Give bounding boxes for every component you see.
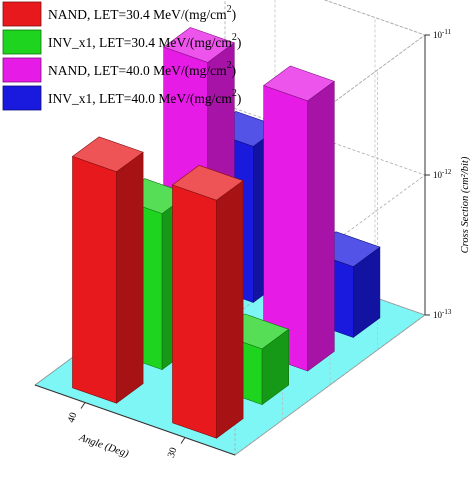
bar-series-2-cat-1 xyxy=(263,65,335,372)
z-tick-label-2: 10-13 xyxy=(433,308,452,320)
z-axis-label: Cross Section (cm²/bit) xyxy=(460,156,471,253)
bar-front-face xyxy=(172,184,217,439)
legend-swatch-2 xyxy=(2,57,42,83)
legend-entry-3: INV_x1, LET=40.0 MeV/(mg/cm2) xyxy=(2,85,241,111)
x-tick-label-0: 40 xyxy=(66,411,80,424)
x-tick-label-1: 30 xyxy=(166,446,180,459)
legend-label-0: NAND, LET=30.4 MeV/(mg/cm2) xyxy=(48,4,236,22)
legend-label-1: INV_x1, LET=30.4 MeV/(mg/cm2) xyxy=(48,32,241,50)
legend-label-3: INV_x1, LET=40.0 MeV/(mg/cm2) xyxy=(48,88,241,106)
x-tick-mark-0 xyxy=(80,402,86,409)
x-tick-mark-1 xyxy=(180,437,186,444)
bar-top-face xyxy=(71,136,144,173)
legend-entry-2: NAND, LET=40.0 MeV/(mg/cm2) xyxy=(2,57,236,83)
bar-side-face xyxy=(116,151,144,404)
legend-entry-0: NAND, LET=30.4 MeV/(mg/cm2) xyxy=(2,1,236,27)
bar-series-0-cat-1 xyxy=(171,164,244,439)
z-tick-label-0: 10-11 xyxy=(433,28,452,40)
x-axis-label: Angle (Deg) xyxy=(77,432,131,460)
legend-swatch-3 xyxy=(2,85,42,111)
legend-entry-1: INV_x1, LET=30.4 MeV/(mg/cm2) xyxy=(2,29,241,55)
legend-label-2: NAND, LET=40.0 MeV/(mg/cm2) xyxy=(48,60,236,78)
bars-layer xyxy=(71,27,381,439)
x-axis-line xyxy=(34,384,236,456)
legend-swatch-0 xyxy=(2,1,42,27)
bar-top-face xyxy=(163,27,235,63)
bar-side-face xyxy=(307,80,335,372)
bar-top-face xyxy=(171,164,244,201)
bar-top-face xyxy=(263,65,335,102)
z-tick-label-1: 10-12 xyxy=(433,168,452,180)
bar-side-face xyxy=(216,180,244,439)
bar-series-0-cat-0 xyxy=(71,136,144,404)
legend-swatch-1 xyxy=(2,29,42,55)
legend: NAND, LET=30.4 MeV/(mg/cm2) INV_x1, LET=3… xyxy=(2,1,241,111)
bar-front-face xyxy=(72,155,117,404)
